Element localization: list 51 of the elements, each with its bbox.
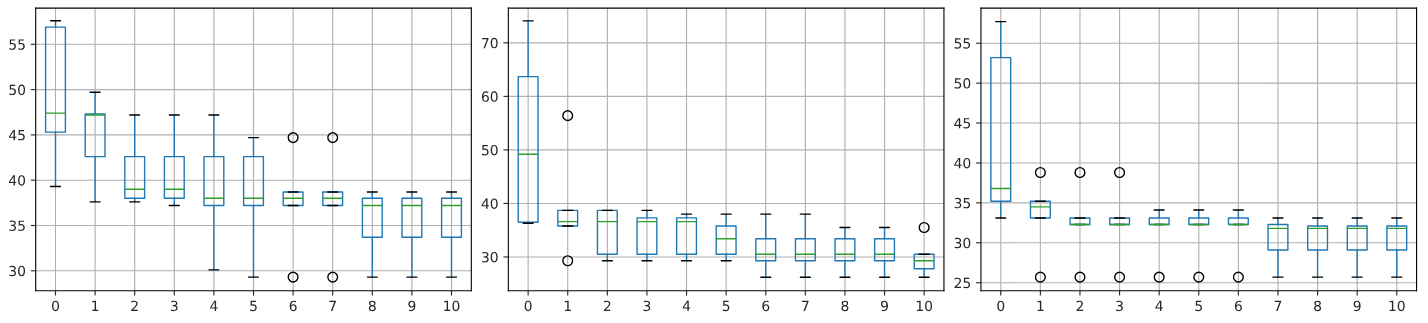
x-tick-label: 10 <box>444 300 460 312</box>
y-tick-label: 30 <box>482 251 498 263</box>
x-tick-label: 3 <box>170 300 178 312</box>
x-tick-label: 3 <box>643 300 651 312</box>
x-tick-label: 8 <box>368 300 376 312</box>
x-tick-label: 2 <box>603 300 611 311</box>
x-tick-label: 0 <box>997 300 1005 312</box>
x-tick-label: 1 <box>92 300 99 311</box>
y-tick-label: 40 <box>8 175 26 186</box>
y-tick-label: 50 <box>482 144 498 156</box>
x-tick-label: 7 <box>1274 300 1282 311</box>
x-tick-label: 8 <box>841 300 849 312</box>
x-tick-label: 8 <box>1314 300 1322 312</box>
x-tick-label: 0 <box>524 300 532 312</box>
y-tick-label: 40 <box>481 198 498 209</box>
y-tick-label: 30 <box>954 237 971 249</box>
x-tick-label: 4 <box>1155 300 1163 311</box>
x-tick-label: 10 <box>916 300 933 312</box>
y-tick-label: 40 <box>954 157 971 169</box>
y-tick-label: 35 <box>954 197 971 209</box>
x-tick-label: 3 <box>1116 300 1123 312</box>
x-tick-label: 9 <box>408 300 416 312</box>
x-tick-label: 7 <box>329 300 336 311</box>
x-tick-label: 2 <box>131 300 138 311</box>
x-tick-label: 5 <box>250 300 257 312</box>
x-tick-label: 1 <box>564 300 571 311</box>
x-tick-label: 4 <box>682 300 691 311</box>
x-tick-label: 7 <box>802 300 809 311</box>
x-tick-label: 6 <box>1234 300 1242 312</box>
y-tick-label: 35 <box>9 220 25 231</box>
y-tick-label: 55 <box>954 38 971 49</box>
x-tick-label: 9 <box>881 300 888 312</box>
y-tick-label: 55 <box>9 39 25 50</box>
x-tick-label: 9 <box>1353 300 1361 312</box>
x-tick-label: 5 <box>722 300 730 312</box>
y-tick-label: 45 <box>8 130 25 141</box>
y-tick-label: 70 <box>482 37 498 49</box>
x-tick-label: 1 <box>1037 300 1044 311</box>
x-tick-label: 4 <box>210 300 218 311</box>
y-tick-label: 45 <box>954 118 971 129</box>
y-tick-label: 30 <box>9 265 26 277</box>
y-tick-label: 25 <box>954 277 971 289</box>
x-tick-label: 5 <box>1195 300 1202 312</box>
x-tick-label: 0 <box>52 300 59 312</box>
y-tick-label: 50 <box>9 84 26 96</box>
x-tick-label: 2 <box>1076 300 1083 311</box>
y-tick-label: 50 <box>954 78 971 89</box>
x-tick-label: 6 <box>289 300 297 312</box>
x-tick-label: 6 <box>762 300 770 312</box>
x-tick-label: 10 <box>1389 300 1405 312</box>
y-tick-label: 60 <box>481 91 498 102</box>
